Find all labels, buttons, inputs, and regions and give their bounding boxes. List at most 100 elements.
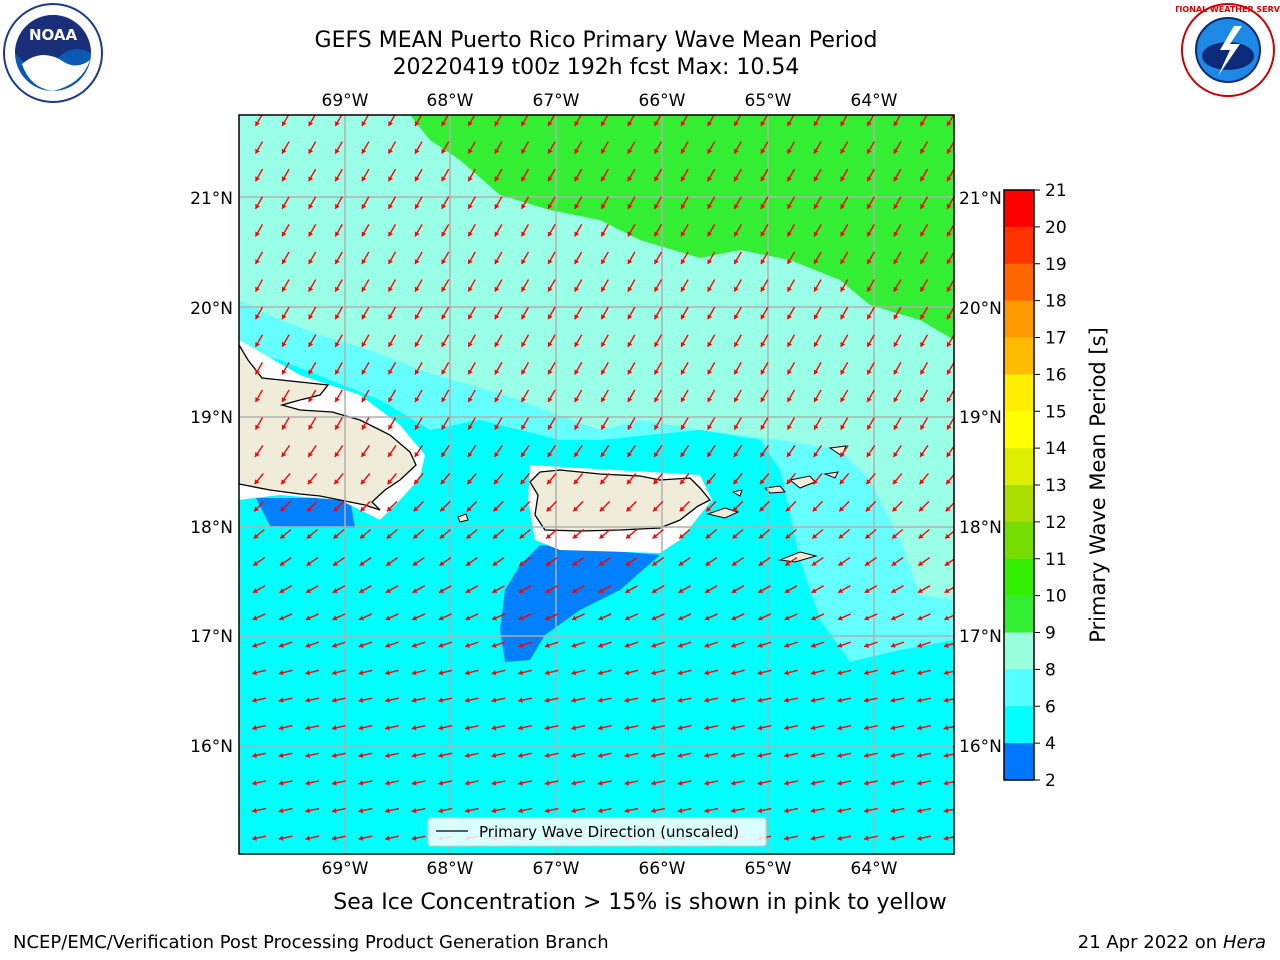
- wave-arrow: [494, 223, 503, 237]
- wave-arrow: [760, 115, 769, 127]
- wave-arrow: [252, 613, 266, 621]
- wave-arrow: [547, 115, 556, 127]
- lat-label-left: 16°N: [190, 737, 233, 757]
- wave-arrow: [863, 725, 878, 731]
- wave-arrow: [891, 528, 904, 540]
- wave-arrow: [730, 669, 745, 676]
- lat-label-left: 18°N: [190, 518, 233, 538]
- wave-arrow: [707, 279, 716, 293]
- wave-arrow: [518, 613, 532, 621]
- wave-arrow: [306, 500, 318, 512]
- colorbar-segment: [1004, 706, 1034, 744]
- wave-arrow: [361, 361, 370, 375]
- wave-arrow: [786, 168, 796, 182]
- wave-arrow: [946, 196, 954, 210]
- wave-arrow: [387, 168, 397, 182]
- lon-label-bottom: 68°W: [427, 859, 474, 879]
- wave-arrow: [387, 279, 397, 293]
- wave-arrow: [680, 196, 689, 210]
- wave-arrow: [467, 141, 476, 155]
- wave-arrow: [544, 725, 559, 731]
- lon-label-bottom: 67°W: [533, 859, 580, 879]
- wave-arrow: [627, 389, 636, 403]
- wave-arrow: [465, 528, 478, 540]
- wave-arrow: [866, 306, 875, 320]
- colorbar-tick-label: 20: [1045, 218, 1067, 238]
- wave-arrow: [278, 807, 293, 814]
- wave-arrow: [651, 557, 665, 567]
- wave-arrow: [757, 697, 772, 703]
- wave-arrow: [571, 697, 586, 703]
- wave-arrow: [545, 557, 558, 567]
- wave-arrow: [385, 585, 399, 594]
- wave-arrow: [600, 196, 609, 210]
- wave-arrow: [707, 168, 716, 182]
- wave-arrow: [281, 334, 290, 348]
- wave-arrow: [494, 361, 503, 375]
- wave-arrow: [441, 196, 450, 210]
- wave-arrow: [864, 528, 877, 540]
- wave-arrow: [813, 417, 822, 431]
- wave-arrow: [598, 613, 612, 621]
- wave-arrow: [890, 613, 905, 621]
- wave-arrow: [890, 780, 905, 786]
- colorbar-tick-label: 18: [1045, 292, 1067, 312]
- wave-arrow: [572, 500, 584, 512]
- wave-arrow: [387, 417, 397, 431]
- wave-arrow: [544, 613, 559, 621]
- wave-arrow: [733, 168, 742, 182]
- wave-arrow: [492, 557, 505, 567]
- wave-arrow: [332, 585, 346, 594]
- wave-arrow: [305, 669, 320, 676]
- wave-arrow: [597, 669, 612, 676]
- wave-arrow: [760, 306, 769, 320]
- wave-arrow: [574, 361, 583, 375]
- wave-arrow: [411, 780, 426, 786]
- wave-arrow: [813, 361, 822, 375]
- wave-arrow: [331, 641, 346, 648]
- wave-arrow: [440, 472, 451, 485]
- wave-arrow: [308, 334, 317, 348]
- wave-arrow: [680, 168, 689, 182]
- wave-arrow: [518, 807, 532, 814]
- wave-arrow: [544, 807, 559, 814]
- wave-arrow: [733, 389, 742, 403]
- colorbar-segment: [1004, 558, 1034, 597]
- wave-arrow: [278, 669, 293, 676]
- wave-arrow: [866, 223, 875, 237]
- wave-arrow: [414, 196, 423, 210]
- wave-arrow: [677, 669, 692, 676]
- wave-arrow: [893, 417, 902, 431]
- wave-arrow: [944, 530, 954, 540]
- wave-arrow: [943, 670, 954, 676]
- wave-arrow: [757, 807, 772, 814]
- wave-arrow: [917, 557, 931, 567]
- wave-arrow: [917, 807, 931, 814]
- wave-arrow: [334, 334, 343, 348]
- wave-arrow: [784, 780, 798, 786]
- wave-arrow: [704, 641, 719, 648]
- wave-arrow: [308, 417, 317, 431]
- wave-arrow: [465, 585, 479, 594]
- wave-arrow: [786, 417, 796, 431]
- wave-arrow: [893, 306, 902, 320]
- wave-arrow: [333, 472, 344, 485]
- wave-arrow: [600, 223, 609, 237]
- footer-credit: NCEP/EMC/Verification Post Processing Pr…: [13, 932, 609, 953]
- wave-arrow: [439, 528, 452, 540]
- wave-arrow: [438, 752, 453, 758]
- wave-arrow: [866, 251, 875, 265]
- colorbar-tick-label: 16: [1045, 365, 1067, 385]
- wave-arrow: [866, 334, 875, 348]
- colorbar-label: Primary Wave Mean Period [s]: [1086, 327, 1110, 643]
- wave-arrow: [704, 669, 719, 676]
- wave-arrow: [707, 334, 716, 348]
- wave-arrow: [733, 251, 742, 265]
- wave-arrow: [732, 472, 743, 485]
- wave-arrow: [813, 168, 822, 182]
- wave-arrow: [571, 725, 586, 731]
- wave-arrow: [917, 613, 931, 621]
- wave-arrow: [866, 168, 875, 182]
- wave-arrow: [733, 445, 743, 458]
- colorbar-segment: [1004, 595, 1034, 633]
